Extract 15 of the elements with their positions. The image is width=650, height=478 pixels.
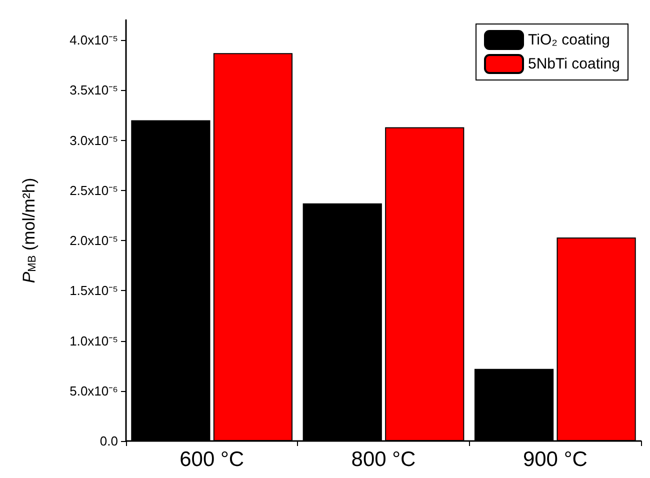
legend-label: TiO₂ coating	[528, 32, 610, 48]
y-axis-title: PMB (mol/m²h)	[20, 178, 39, 284]
y-tick-label: 3.0x10⁻⁵	[70, 132, 118, 148]
y-tick-label: 2.5x10⁻⁵	[70, 182, 118, 198]
y-tick-label: 5.0x10⁻⁶	[70, 383, 118, 398]
y-tick-label: 4.0x10⁻⁵	[70, 32, 118, 48]
y-tick-label: 3.5x10⁻⁵	[70, 82, 118, 98]
x-tick-label: 800 °C	[351, 448, 416, 471]
y-tick-label: 2.0x10⁻⁵	[70, 233, 118, 248]
legend-label: 5NbTi coating	[528, 56, 620, 72]
y-tick-label: 0.0	[100, 434, 118, 448]
y-tick-label: 1.0x10⁻⁵	[70, 333, 118, 348]
y-tick-label: 1.5x10⁻⁵	[70, 283, 118, 298]
x-tick-label: 600 °C	[180, 448, 244, 471]
x-tick-label: 900 °C	[522, 448, 588, 471]
